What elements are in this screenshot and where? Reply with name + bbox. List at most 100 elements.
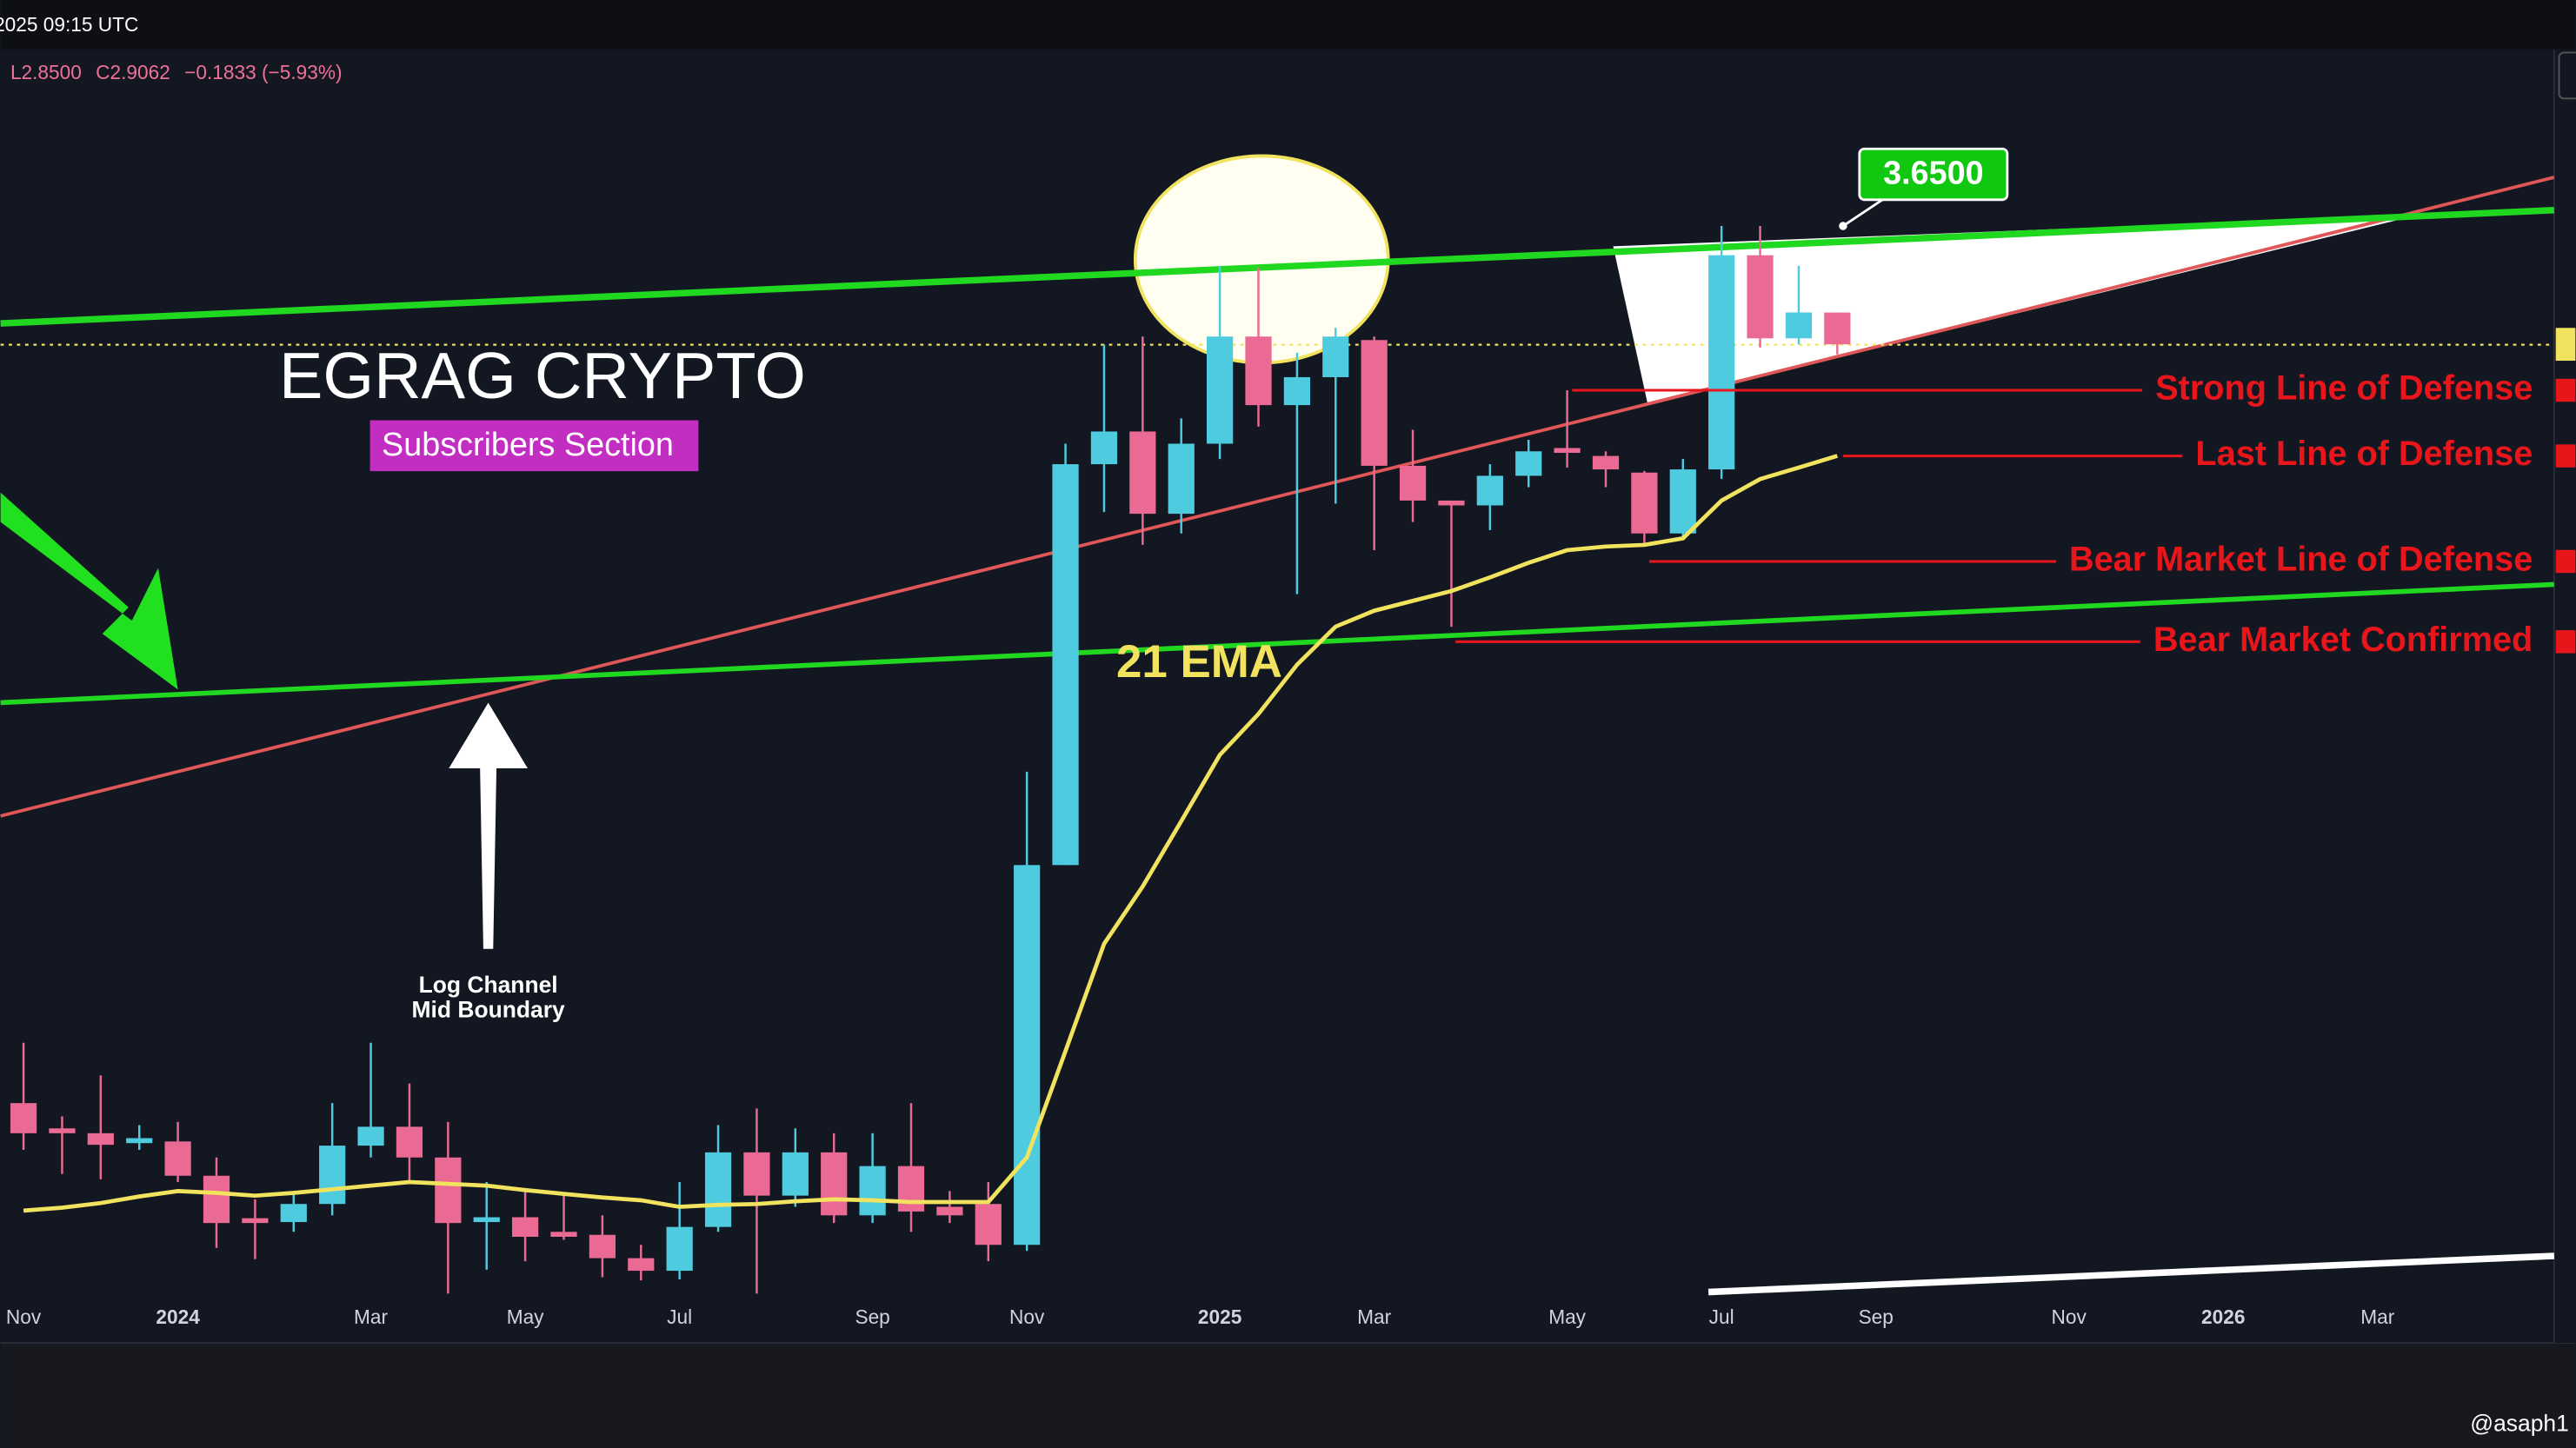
- candle-body: [126, 1138, 153, 1144]
- channel-support-line: [0, 581, 2554, 706]
- candle-body: [666, 1226, 693, 1272]
- x-tick-label: 2025: [1198, 1305, 1241, 1328]
- price-axis: [2553, 49, 2576, 1344]
- x-tick-label: Jul: [1709, 1305, 1734, 1328]
- x-tick-label: May: [507, 1305, 544, 1328]
- ema-line: [23, 454, 1839, 1213]
- candle-body: [975, 1204, 1002, 1245]
- candle-body: [512, 1217, 539, 1238]
- x-tick-label: Nov: [2052, 1305, 2087, 1328]
- bottom-trend-line: [1707, 1252, 2554, 1296]
- candle-body: [1322, 336, 1349, 377]
- candle-body: [550, 1232, 577, 1238]
- candle-body: [1245, 336, 1272, 406]
- candle-body: [821, 1152, 848, 1216]
- x-tick-label: Nov: [6, 1305, 42, 1328]
- candle-body: [87, 1132, 114, 1146]
- candle-body: [859, 1166, 886, 1216]
- white-arrow: [449, 702, 528, 949]
- candle-body: [396, 1126, 423, 1158]
- candle-body: [1631, 472, 1658, 534]
- level-tag: [2555, 630, 2576, 654]
- candle-body: [280, 1204, 307, 1223]
- candle-body: [1283, 376, 1310, 406]
- candle-body: [1708, 255, 1735, 470]
- header-close: C2.9062: [96, 61, 170, 83]
- bottom-bar: [0, 1343, 2576, 1448]
- level-tag: [2555, 549, 2576, 574]
- candle-body: [1207, 336, 1234, 444]
- candle-body: [242, 1218, 269, 1224]
- x-tick-label: Jul: [667, 1305, 692, 1328]
- candle-body: [1824, 312, 1851, 345]
- header-change: −0.1833 (−5.93%): [184, 61, 342, 83]
- level-label: Strong Line of Defense: [2155, 369, 2533, 408]
- candle-body: [10, 1103, 37, 1133]
- candle-body: [1399, 465, 1427, 501]
- price-tag: [2555, 328, 2576, 362]
- header-low: L2.8500: [10, 61, 82, 83]
- x-tick-label: Nov: [1009, 1305, 1045, 1328]
- candle-body: [164, 1141, 191, 1176]
- drawings: [0, 154, 2555, 1296]
- callout-box: [1858, 147, 2009, 202]
- candle-body: [1361, 340, 1388, 466]
- x-tick-label: Mar: [2360, 1305, 2394, 1328]
- candle-body: [319, 1146, 346, 1205]
- badge-box: [369, 420, 699, 472]
- callout-pointer: [1842, 198, 1884, 228]
- brand: EGRAG CRYPTO: [279, 340, 806, 413]
- x-tick-label: 2024: [156, 1305, 200, 1328]
- highlight-circle: [1133, 154, 1390, 365]
- candle-body: [473, 1217, 500, 1223]
- labels: EGRAG CRYPTO Subscribers Section Log Cha…: [279, 147, 2569, 1437]
- x-tick-label: Sep: [855, 1305, 889, 1328]
- candle-body: [1052, 464, 1079, 866]
- candle-body: [1476, 475, 1503, 506]
- candle-body: [357, 1126, 384, 1146]
- candle-body: [1554, 448, 1581, 454]
- level-label: Bear Market Line of Defense: [2069, 540, 2533, 578]
- callout-label: 3.6500: [1883, 155, 1984, 191]
- candle-body: [1438, 500, 1465, 506]
- level-tag: [2555, 378, 2576, 402]
- candle-body: [628, 1258, 655, 1272]
- candle-body: [1592, 455, 1620, 470]
- candle-body: [1669, 469, 1696, 534]
- channel-top-line: [0, 207, 2555, 327]
- axis-button[interactable]: [2558, 51, 2576, 100]
- callout-anchor: [1839, 222, 1847, 230]
- candle-body: [203, 1175, 230, 1224]
- x-tick-label: Mar: [354, 1305, 388, 1328]
- candle-body: [435, 1157, 462, 1224]
- level-label: Last Line of Defense: [2195, 435, 2533, 473]
- candle-body: [936, 1206, 963, 1216]
- channel-note: Mid Boundary: [411, 997, 565, 1023]
- ema-label: 21 EMA: [1116, 636, 1282, 687]
- header-time: 2025 09:15 UTC: [0, 13, 138, 36]
- level-tag: [2555, 444, 2576, 468]
- candle-body: [897, 1166, 925, 1212]
- badge: Subscribers Section: [382, 427, 674, 463]
- candle-body: [743, 1152, 770, 1196]
- candle-body: [1785, 312, 1813, 339]
- candle-body: [1168, 443, 1195, 515]
- candle-body: [1515, 451, 1542, 476]
- candle-body: [782, 1152, 809, 1196]
- candle-body: [704, 1152, 732, 1227]
- x-tick-label: Sep: [1859, 1305, 1894, 1328]
- top-bar: [0, 0, 2576, 50]
- x-tick-label: 2026: [2201, 1305, 2245, 1328]
- level-label: Bear Market Confirmed: [2153, 621, 2533, 659]
- candle-body: [49, 1128, 76, 1133]
- candle-body: [1090, 431, 1118, 465]
- channel-mid-line: [0, 176, 2555, 818]
- channel-note: Log Channel: [419, 972, 558, 998]
- watermark: @asaph1: [2470, 1411, 2569, 1437]
- candle-body: [1129, 431, 1156, 515]
- x-tick-label: May: [1548, 1305, 1586, 1328]
- marks: Nov 2024 Mar May Jul Sep Nov 2025 Mar May Jul Sep No…: [6, 226, 2576, 1328]
